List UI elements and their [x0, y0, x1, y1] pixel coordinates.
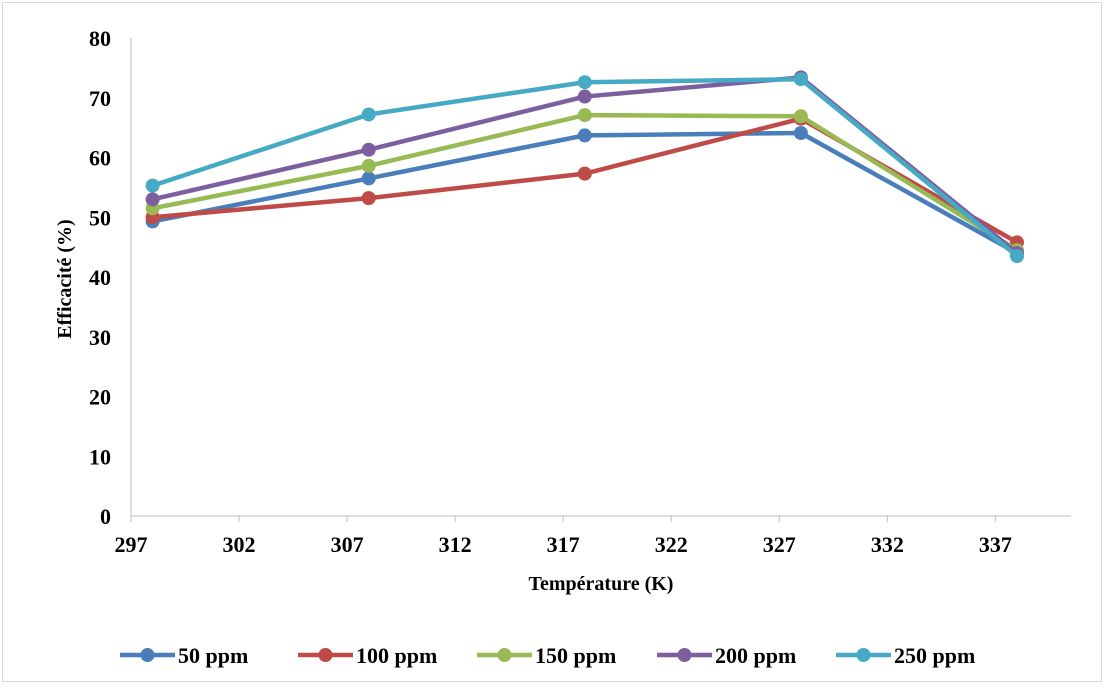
line-chart: 0 10 20 30 40 50 60 70 80 297 302 307 312 317 322 327 3… [54, 26, 1071, 668]
y-tick-label: 30 [89, 325, 111, 350]
y-tick-label: 70 [89, 86, 111, 111]
data-point [577, 166, 592, 181]
y-tick-label: 80 [89, 26, 111, 51]
y-axis-title: Efficacité (%) [54, 219, 76, 338]
data-point [361, 191, 376, 206]
legend-marker [140, 648, 155, 662]
x-tick-label: 317 [547, 532, 580, 557]
axes [130, 38, 1071, 517]
x-tick-label: 312 [439, 532, 472, 557]
legend-marker [856, 648, 871, 662]
legend-item: 250 ppm [836, 643, 975, 668]
series-group [145, 70, 1024, 264]
y-tick-label: 40 [89, 265, 111, 290]
legend-label: 150 ppm [535, 643, 616, 668]
legend: 50 ppm 100 ppm 150 ppm 200 ppm 250 ppm [120, 643, 975, 668]
x-tick-label: 302 [223, 532, 256, 557]
x-tick-label: 307 [331, 532, 364, 557]
legend-item: 150 ppm [477, 643, 616, 668]
legend-label: 200 ppm [715, 643, 796, 668]
data-point [145, 192, 160, 207]
data-point [577, 128, 592, 143]
y-tick-label: 0 [100, 504, 111, 529]
legend-marker [497, 648, 512, 662]
series-5 [145, 72, 1024, 264]
data-point [361, 158, 376, 173]
y-tick-label: 60 [89, 146, 111, 171]
y-tick-label: 50 [89, 205, 111, 230]
legend-marker [677, 648, 692, 662]
data-point [793, 109, 808, 124]
x-tick-labels: 297 302 307 312 317 322 327 332 337 [115, 516, 1012, 557]
series-4 [145, 70, 1024, 261]
x-tick-label: 332 [871, 532, 904, 557]
data-point [577, 89, 592, 104]
data-point [145, 178, 160, 193]
legend-item: 100 ppm [298, 643, 437, 668]
y-tick-label: 10 [89, 444, 111, 469]
series-line [150, 75, 1020, 256]
x-tick-label: 297 [115, 532, 148, 557]
x-axis-title: Température (K) [529, 573, 674, 595]
legend-label: 50 ppm [178, 643, 248, 668]
data-point [361, 107, 376, 122]
data-point [361, 142, 376, 157]
x-tick-label: 322 [655, 532, 688, 557]
data-point [361, 171, 376, 186]
legend-label: 250 ppm [894, 643, 975, 668]
x-tick-label: 327 [763, 532, 796, 557]
legend-item: 50 ppm [120, 643, 248, 668]
data-point [577, 75, 592, 90]
data-point [1009, 249, 1024, 264]
x-tick-label: 337 [979, 532, 1012, 557]
data-point [793, 72, 808, 87]
y-tick-labels: 0 10 20 30 40 50 60 70 80 [89, 26, 111, 529]
data-point [577, 108, 592, 123]
legend-marker [318, 648, 333, 662]
legend-label: 100 ppm [356, 643, 437, 668]
data-point [793, 126, 808, 141]
legend-item: 200 ppm [657, 643, 796, 668]
y-tick-label: 20 [89, 385, 111, 410]
